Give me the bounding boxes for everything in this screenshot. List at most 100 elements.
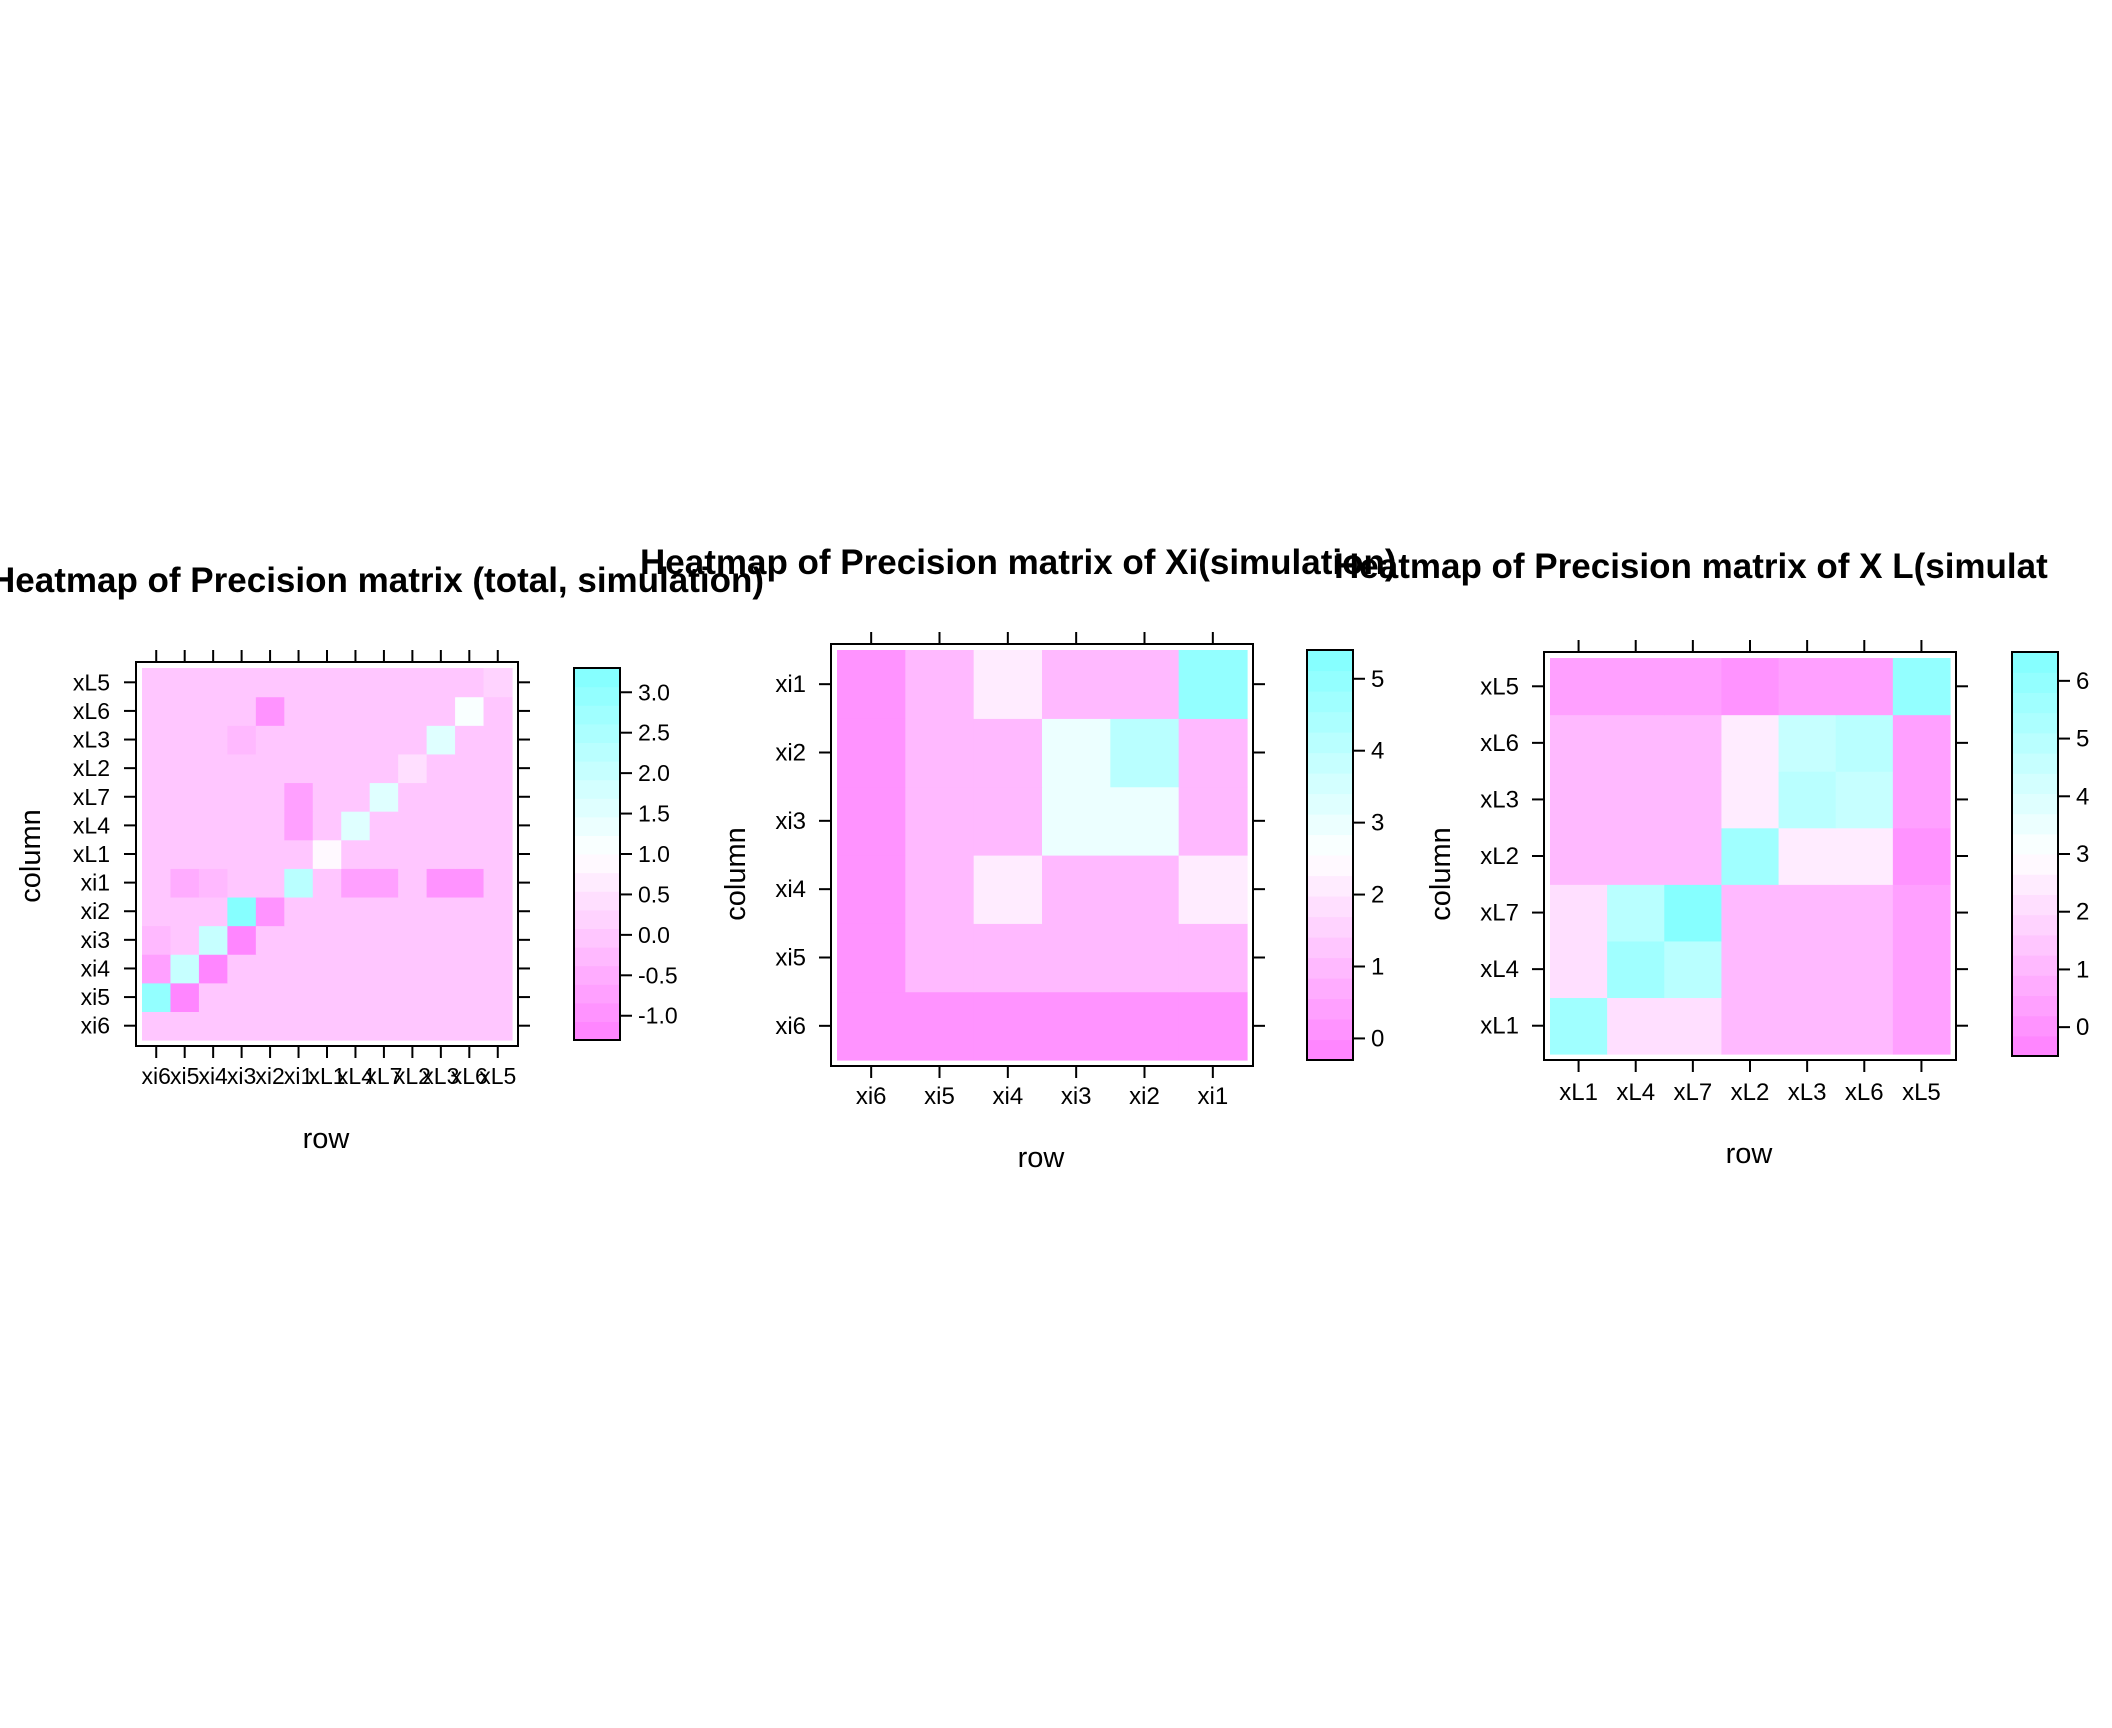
y-tick-label: xL5 (1480, 673, 1519, 700)
heatmap-cell (1721, 771, 1780, 829)
heatmap-cell (398, 725, 428, 755)
colorbar-tick-label: 0 (1371, 1025, 1384, 1052)
heatmap-cell (483, 696, 513, 726)
heatmap-cell (1178, 718, 1248, 788)
colorbar-tick-label: 3 (2076, 841, 2089, 868)
heatmap-cell (455, 982, 485, 1012)
heatmap-cell (142, 896, 172, 927)
x-tick-label: xi5 (170, 1063, 199, 1089)
heatmap-cell (1892, 884, 1951, 942)
y-tick-label: xi3 (775, 808, 806, 835)
x-tick-label: xL1 (1559, 1079, 1598, 1106)
heatmap-cell (369, 954, 399, 984)
y-tick-label: xL7 (73, 784, 110, 810)
y-tick-label: xL1 (1480, 1013, 1519, 1040)
colorbar-band (2012, 934, 2058, 956)
colorbar-band (2012, 712, 2058, 734)
heatmap-cell (455, 925, 485, 955)
heatmap-cell (198, 868, 228, 898)
heatmap-cell (1721, 997, 1780, 1055)
x-tick-label: xi6 (856, 1083, 887, 1110)
x-tick-label: xL7 (1674, 1079, 1713, 1106)
colorbar-frame (1306, 649, 1354, 1061)
colorbar-band (1307, 1019, 1353, 1041)
heatmap-cell (1110, 718, 1180, 788)
colorbar-tick-label: 4 (1371, 738, 1384, 765)
heatmap-cell (312, 753, 342, 784)
heatmap-cell (227, 896, 257, 927)
heatmap-cell (255, 868, 285, 898)
colorbar-band (1307, 916, 1353, 938)
heatmap-cell (1835, 771, 1894, 829)
colorbar-band (574, 816, 620, 836)
colorbar-band (2012, 1035, 2058, 1057)
heatmap-cell (341, 868, 371, 898)
heatmap-cell (1110, 650, 1180, 719)
heatmap-cell (1721, 714, 1780, 772)
colorbar-band (1307, 978, 1353, 1000)
heatmap-cell (398, 896, 428, 927)
colorbar-band (574, 854, 620, 874)
x-tick-label: xi2 (1129, 1083, 1160, 1110)
heatmap-cell (1721, 658, 1780, 716)
heatmap-cell (905, 718, 975, 788)
colorbar-band (574, 761, 620, 781)
heatmap-cell (398, 753, 428, 784)
heatmap-cell (142, 954, 172, 984)
heatmap-cell (455, 839, 485, 869)
heatmap-cell (1042, 855, 1111, 924)
heatmap-cell (1664, 827, 1723, 885)
heatmap-cell (369, 782, 399, 812)
heatmap-cell (1607, 658, 1665, 716)
heatmap-cell (1550, 997, 1608, 1055)
heatmap-cell (426, 753, 456, 784)
heatmap-cell (198, 696, 228, 726)
heatmap-cell (1892, 997, 1951, 1055)
heatmap-cell (455, 954, 485, 984)
colorbar-band (2012, 874, 2058, 895)
heatmap-cell (198, 839, 228, 869)
colorbar-band (1307, 957, 1353, 979)
x-tick-label: xL6 (1845, 1079, 1884, 1106)
colorbar-band (1307, 937, 1353, 959)
heatmap-cell (142, 1011, 172, 1041)
colorbar-tick-label: 0 (2076, 1014, 2089, 1041)
colorbar-band (2012, 894, 2058, 916)
x-tick-label: xi4 (992, 1083, 1023, 1110)
heatmap-cell (142, 811, 172, 841)
heatmap-cell (312, 839, 342, 869)
heatmap-cell (455, 696, 485, 726)
heatmap-cell (142, 753, 172, 784)
x-tick-label: xL3 (1788, 1079, 1827, 1106)
x-tick-label: xi4 (198, 1063, 228, 1089)
heatmap-cell (398, 696, 428, 726)
heatmap-cell (426, 982, 456, 1012)
heatmap-cell (398, 868, 428, 898)
heatmap-cell (369, 925, 399, 955)
heatmap-cell (369, 725, 399, 755)
x-tick-label: xL6 (451, 1063, 488, 1089)
heatmap-cell (1778, 940, 1837, 999)
heatmap-cell (227, 725, 257, 755)
heatmap-cell (312, 896, 342, 927)
heatmap-cell (227, 982, 257, 1012)
heatmap-cell (1178, 991, 1248, 1061)
heatmap-cell (227, 954, 257, 984)
heatmap-cell (1042, 718, 1111, 788)
heatmap-cell (426, 696, 456, 726)
heatmap-cell (142, 925, 172, 955)
colorbar-band (574, 947, 620, 967)
heatmap-cell (426, 668, 456, 698)
colorbar-tick-label: 2 (1371, 882, 1384, 909)
heatmap-cell (227, 811, 257, 841)
heatmap-cell (369, 839, 399, 869)
x-tick-label: xi3 (1061, 1083, 1092, 1110)
heatmap-cell (341, 696, 371, 726)
heatmap-cell (255, 696, 285, 726)
heatmap-cell (369, 1011, 399, 1041)
y-tick-label: xL2 (1480, 843, 1519, 870)
colorbar-band (574, 984, 620, 1004)
heatmap-cell (483, 811, 513, 841)
colorbar-band (1307, 998, 1353, 1020)
heatmap-cell (398, 982, 428, 1012)
